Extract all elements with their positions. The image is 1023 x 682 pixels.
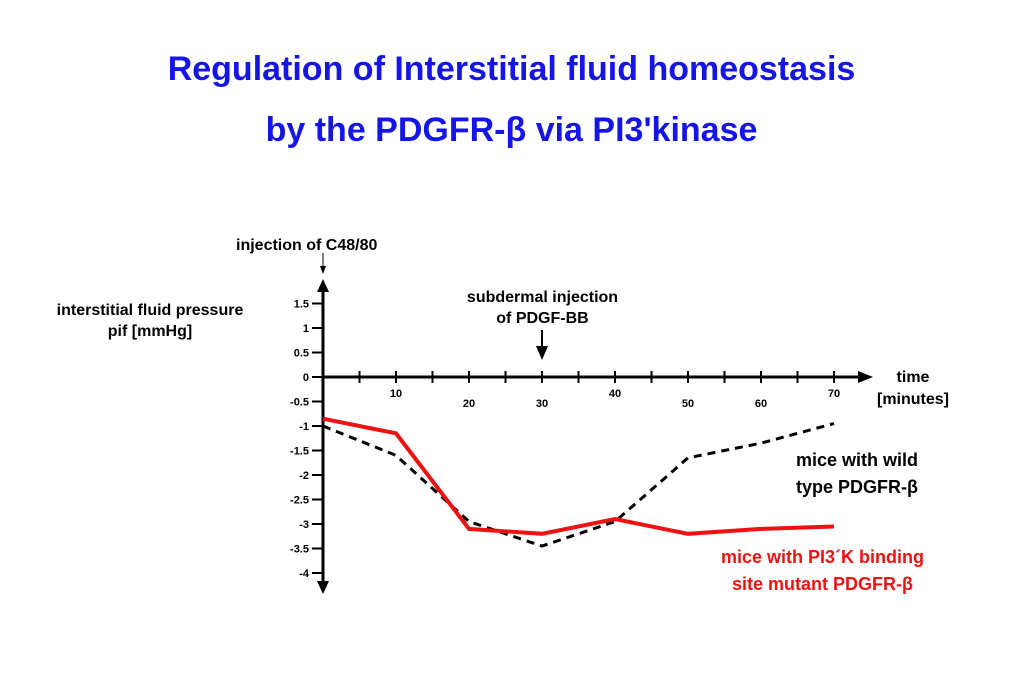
pdgf-injection-label-line1: subdermal injection	[466, 289, 619, 306]
y-axis-arrowhead-top	[317, 279, 329, 292]
c48-injection-arrowhead	[320, 266, 326, 274]
y-tick-label: -1.5	[290, 446, 309, 458]
pdgf-injection-arrowhead	[536, 346, 548, 360]
x-axis-label-line2: [minutes]	[877, 390, 949, 408]
chart-axes	[317, 279, 873, 594]
x-tick-label: 30	[536, 398, 548, 410]
y-tick-label: 1	[303, 323, 309, 335]
x-tick-label: 10	[390, 388, 402, 400]
y-tick-label: -1	[299, 421, 309, 433]
y-axis-label-line1: interstitial fluid pressure	[56, 302, 244, 319]
y-tick-label: 0.5	[294, 348, 309, 360]
y-tick-label: -2.5	[290, 495, 309, 507]
injection-c48-label: injection of C48/80	[236, 237, 378, 254]
pdgf-injection-label-line2: of PDGF-BB	[496, 309, 589, 327]
x-tick-label: 50	[682, 398, 694, 410]
y-tick-label: -3	[299, 519, 309, 531]
wild-type-label-line1: mice with wild	[795, 450, 919, 470]
wild-type-label-line2: type PDGFR-β	[796, 477, 918, 497]
slide-title-line1: Regulation of Interstitial fluid homeost…	[167, 50, 856, 88]
x-tick-label: 60	[755, 398, 767, 410]
y-axis-arrowhead-bottom	[317, 581, 329, 594]
y-tick-label: -3.5	[290, 544, 309, 556]
chart-event-arrows	[320, 253, 548, 360]
mutant-series-line	[322, 416, 835, 536]
y-axis-label-line2: pif [mmHg]	[107, 322, 193, 340]
wild-type-series-label: mice with wild type PDGFR-β	[762, 447, 952, 501]
mutant-series-label: mice with PI3´K binding site mutant PDGF…	[685, 544, 960, 598]
x-axis-label: time [minutes]	[868, 367, 958, 410]
y-tick-label: 1.5	[294, 299, 309, 311]
wild-type-series-line	[322, 422, 835, 548]
y-axis-label: interstitial fluid pressure pif [mmHg]	[30, 301, 270, 343]
y-tick-label: -2	[299, 470, 309, 482]
y-tick-label: -4	[299, 568, 310, 580]
chart-series	[322, 416, 835, 548]
x-tick-label: 20	[463, 398, 475, 410]
y-tick-label: 0	[303, 372, 309, 384]
mutant-label-line1: mice with PI3´K binding	[720, 547, 924, 567]
y-tick-label: -0.5	[290, 397, 309, 409]
x-tick-label: 40	[609, 388, 621, 400]
x-axis-label-line1: time	[896, 369, 930, 386]
chart-ticks: 1.5 1 0.5 0 -0.5 -1 -1.5 -2 -2.5 -3 -3.5 -4 10 20 30 40…	[290, 299, 840, 581]
mutant-label-line2: site mutant PDGFR-β	[732, 574, 913, 594]
pdgf-injection-label: subdermal injection of PDGF-BB	[440, 288, 645, 330]
x-axis-arrowhead	[858, 371, 873, 383]
x-tick-label: 70	[828, 388, 840, 400]
slide-title-line2: by the PDGFR-β via PI3'kinase	[265, 111, 758, 149]
